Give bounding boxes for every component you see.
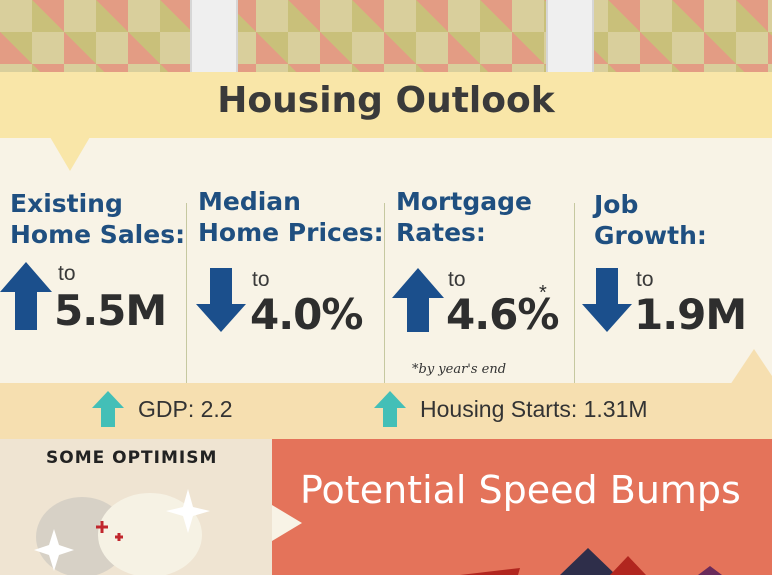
stat-value: 5.5M [54, 286, 167, 335]
stat-label: Existing [10, 189, 123, 218]
indicator-housing-starts: Housing Starts: 1.31M [420, 396, 648, 422]
divider [574, 203, 575, 383]
decorative-pillar [190, 0, 238, 73]
stat-to-label: to [448, 268, 466, 291]
speed-bumps-panel [272, 439, 772, 575]
title-pointer [50, 137, 90, 171]
panel-pointer [272, 505, 302, 541]
stat-to-label: to [252, 268, 270, 291]
stat-label: Rates: [396, 218, 486, 247]
optimism-title: SOME OPTIMISM [46, 448, 218, 468]
arrow-down-icon [582, 268, 632, 332]
stat-value: 4.0% [250, 290, 363, 339]
band-triangle [730, 349, 772, 385]
decorative-pattern-band [0, 0, 772, 75]
footnote-marker: * [539, 282, 547, 304]
arrow-up-icon [392, 268, 444, 332]
stat-label: Median [198, 187, 301, 216]
stat-label: Growth: [594, 221, 707, 250]
indicator-gdp: GDP: 2.2 [138, 396, 233, 422]
arrow-down-icon [196, 268, 246, 332]
decorative-pillar [546, 0, 594, 73]
arrow-up-icon [374, 391, 406, 427]
stat-job-growth: Job Growth: [594, 189, 707, 251]
stat-existing-home-sales: Existing Home Sales: [10, 188, 185, 250]
stat-value: 4.6% [446, 290, 559, 339]
speed-bumps-title: Potential Speed Bumps [300, 468, 741, 512]
stat-label: Job [594, 190, 639, 219]
stat-label: Home Prices: [198, 218, 384, 247]
stat-mortgage-rates: Mortgage Rates: [396, 186, 532, 248]
stat-to-label: to [636, 268, 654, 291]
arrow-up-icon [92, 391, 124, 427]
speed-bumps-illustration [460, 548, 722, 575]
stat-to-label: to [58, 262, 76, 285]
arrow-up-icon [0, 262, 52, 330]
stat-label: Mortgage [396, 187, 532, 216]
stat-value: 1.9M [634, 290, 747, 339]
divider [384, 203, 385, 383]
footnote: *by year's end [412, 362, 507, 377]
divider [186, 203, 187, 383]
title-band [0, 72, 772, 138]
stat-label: Home Sales: [10, 220, 186, 249]
stat-median-home-prices: Median Home Prices: [198, 186, 384, 248]
speech-bubbles-illustration [34, 489, 210, 575]
page-title: Housing Outlook [217, 80, 555, 121]
